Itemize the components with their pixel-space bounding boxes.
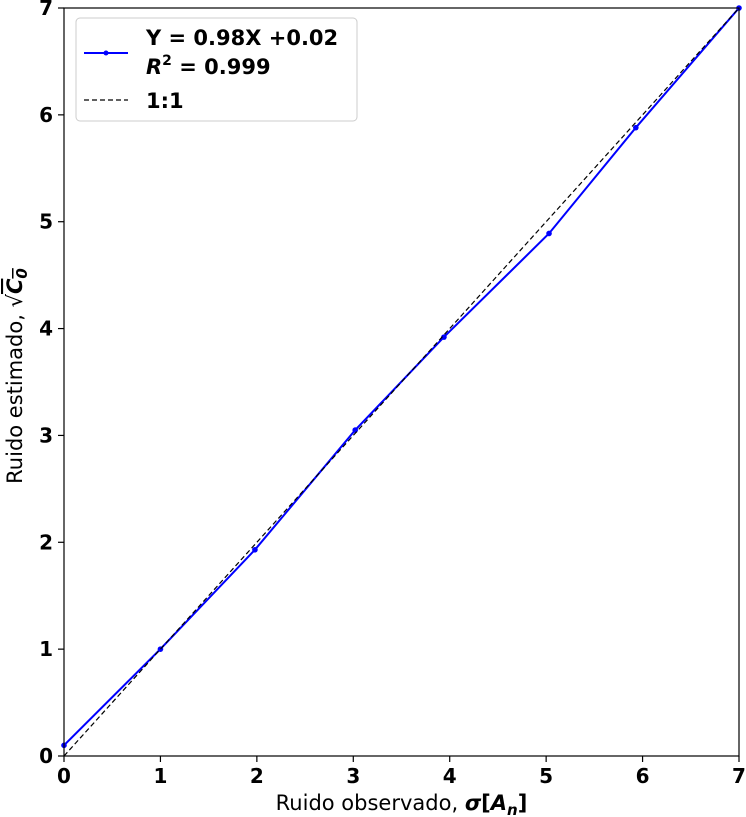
- legend-entry-identity: 1:1: [146, 89, 184, 113]
- x-tick-label: 2: [250, 764, 264, 788]
- legend-r2-rest: = 0.999: [172, 55, 271, 79]
- plot-frame: [63, 7, 740, 757]
- y-axis-label-radical: √: [3, 293, 27, 307]
- legend: Y = 0.98X +0.02 R2 = 0.999 1:1: [75, 17, 358, 122]
- y-axis-label: Ruido estimado, √C0: [3, 268, 31, 484]
- x-axis-label-close: ]: [518, 791, 528, 815]
- x-tick-label: 3: [346, 764, 360, 788]
- y-tick-label: 4: [39, 317, 53, 341]
- x-axis-label-sub: n: [507, 801, 518, 817]
- y-tick-label: 0: [39, 744, 53, 768]
- x-tick-label: 1: [153, 764, 167, 788]
- y-tick-label: 2: [39, 530, 53, 554]
- y-tick-label: 5: [39, 210, 53, 234]
- y-tick-label: 7: [39, 0, 53, 20]
- y-axis-label-var: C: [3, 278, 27, 294]
- plot-series: [61, 5, 742, 756]
- legend-swatch-fit-marker: [103, 50, 109, 56]
- legend-r2-var: R: [146, 55, 162, 79]
- x-axis-label-prefix: Ruido observado,: [276, 791, 465, 815]
- series-fit-point: [252, 546, 258, 553]
- x-axis-label: Ruido observado, σ[An]: [276, 791, 528, 817]
- legend-r2-sup: 2: [162, 53, 172, 69]
- series-fit-line: [64, 8, 739, 747]
- x-tick-label: 7: [732, 764, 746, 788]
- x-tick-label: 6: [636, 764, 650, 788]
- x-tick-label: 5: [539, 764, 553, 788]
- x-tick-label: 4: [443, 764, 457, 788]
- x-axis-label-open: [: [481, 791, 491, 815]
- y-tick-label: 6: [39, 103, 53, 127]
- series-fit-point: [633, 124, 639, 131]
- y-tick-label: 3: [39, 423, 53, 447]
- y-axis-ticks: 0 1 2 3 4 5 6 7: [39, 0, 64, 768]
- y-axis-label-sub: 0: [13, 268, 31, 278]
- y-axis-label-prefix: Ruido estimado,: [3, 307, 27, 483]
- series-fit-point: [441, 334, 447, 340]
- legend-box: [75, 17, 358, 122]
- x-tick-label: 0: [57, 764, 71, 788]
- legend-entry-fit: Y = 0.98X +0.02: [145, 26, 338, 50]
- x-axis-label-var: A: [489, 791, 507, 815]
- series-fit-point: [546, 230, 552, 237]
- series-fit-point: [352, 427, 359, 433]
- legend-entry-fit-r2: R2 = 0.999: [146, 53, 271, 79]
- x-axis-label-symbol: σ: [465, 791, 482, 815]
- x-axis-ticks: 0 1 2 3 4 5 6 7: [57, 756, 746, 788]
- y-tick-label: 1: [39, 637, 53, 661]
